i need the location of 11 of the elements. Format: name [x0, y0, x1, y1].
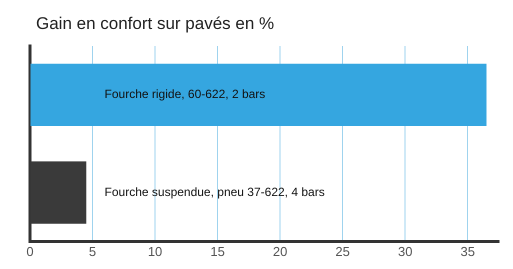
chart-title: Gain en confort sur pavés en %	[36, 14, 274, 34]
x-tick-label: 20	[272, 244, 288, 259]
x-tick-label: 35	[460, 244, 475, 259]
y-tick-label: Fourche rigide, 60-622, 2 bars	[104, 87, 266, 102]
x-tick-label: 30	[398, 244, 412, 259]
x-tick-label: 25	[335, 244, 350, 259]
y-tick-label: Fourche suspendue, pneu 37-622, 4 bars	[104, 184, 325, 199]
x-tick-label: 10	[148, 244, 162, 259]
x-tick-label: 5	[88, 244, 96, 259]
x-tick-label: 15	[210, 244, 225, 259]
x-tick-label: 0	[26, 244, 34, 259]
